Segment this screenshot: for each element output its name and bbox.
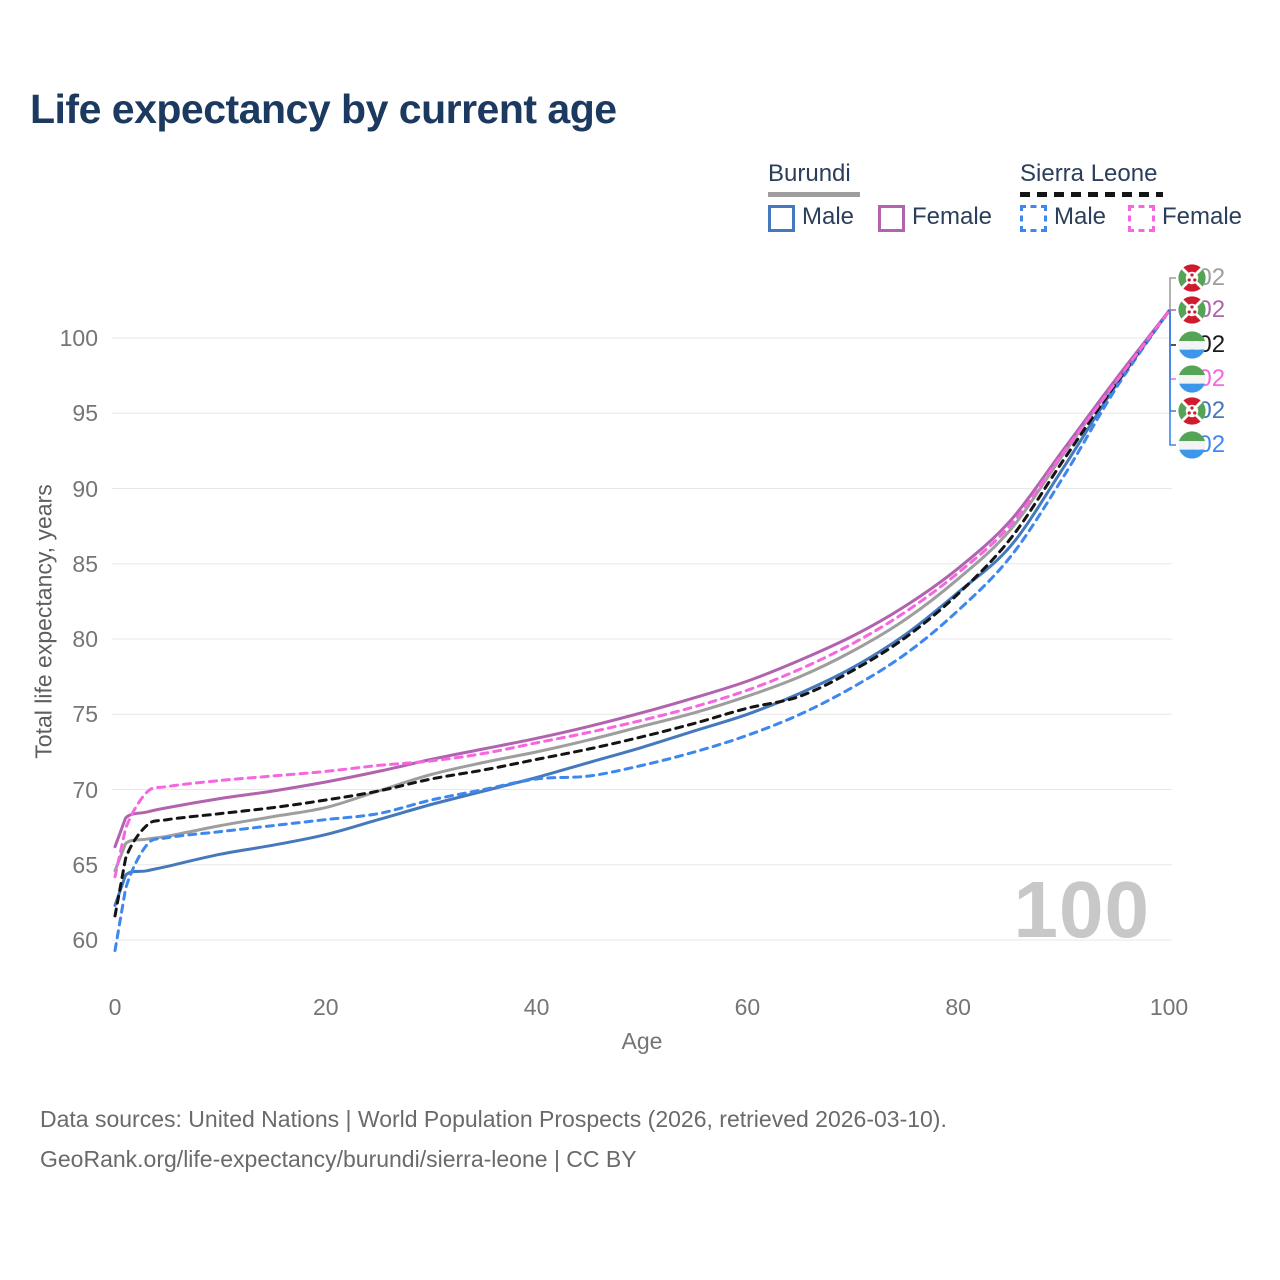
end-label-row-burundi-male: 102 (1178, 397, 1225, 425)
leader-line-burundi-both (1169, 277, 1176, 311)
end-label-row-sierra-leone-both: 102 (1178, 331, 1225, 359)
legend-swatch-burundi-female[interactable] (878, 205, 905, 232)
legend-label-burundi-female[interactable]: Female (912, 203, 993, 230)
y-tick-label-80: 80 (72, 626, 98, 652)
series-line-sierra-leone-both (113, 309, 1171, 918)
y-tick-label-65: 65 (72, 851, 98, 878)
sierra-leone-flag-icon (1178, 331, 1206, 359)
legend-swatch-burundi-male[interactable] (768, 205, 795, 232)
legend-swatch-sierra-leone-female[interactable] (1128, 205, 1155, 232)
burundi-flag-icon (1178, 264, 1206, 292)
series-line-burundi-both (113, 309, 1171, 873)
leader-line-burundi-male (1169, 310, 1176, 412)
leader-line-burundi-female (1169, 309, 1176, 311)
leader-line-sierra-leone-both (1169, 310, 1176, 346)
leader-line-sierra-leone-male (1169, 310, 1176, 446)
y-tick-label-95: 95 (72, 400, 98, 427)
end-label-row-burundi-female: 102 (1178, 296, 1225, 324)
y-tick-label-90: 90 (72, 475, 98, 502)
y-tick-label-100: 100 (59, 325, 98, 351)
legend-underline-burundi (768, 192, 860, 197)
end-label-row-burundi-both: 102 (1178, 264, 1225, 292)
series-line-sierra-leone-male (113, 309, 1171, 953)
legend-label-burundi-male[interactable]: Male (802, 203, 855, 230)
y-tick-label-60: 60 (72, 927, 98, 953)
x-tick-label-40: 40 (523, 994, 550, 1020)
legend-country-burundi: Burundi (768, 160, 851, 187)
end-label-row-sierra-leone-male: 102 (1178, 431, 1225, 459)
sierra-leone-flag-icon (1178, 365, 1206, 393)
legend-label-sierra-leone-female[interactable]: Female (1162, 203, 1243, 230)
x-axis-title: Age (621, 1028, 663, 1054)
attribution-note: GeoRank.org/life-expectancy/burundi/sier… (40, 1146, 637, 1172)
legend-country-sierra-leone: Sierra Leone (1020, 160, 1158, 187)
x-tick-label-100: 100 (1149, 994, 1189, 1020)
x-tick-label-80: 80 (945, 994, 971, 1020)
y-tick-label-70: 70 (72, 776, 98, 803)
burundi-flag-icon (1178, 397, 1206, 425)
legend-swatch-sierra-leone-male[interactable] (1020, 205, 1047, 232)
burundi-flag-icon (1178, 296, 1206, 324)
legend-underline-sierra-leone (1020, 192, 1163, 197)
page-title: Life expectancy by current age (30, 86, 617, 132)
data-sources-note: Data sources: United Nations | World Pop… (40, 1106, 947, 1132)
series-line-burundi-female (113, 309, 1171, 849)
sierra-leone-flag-icon (1178, 431, 1206, 459)
series-line-burundi-male (113, 309, 1171, 907)
legend-label-sierra-leone-male[interactable]: Male (1054, 203, 1107, 230)
x-tick-label-60: 60 (734, 994, 761, 1020)
end-label-row-sierra-leone-female: 102 (1178, 365, 1225, 393)
x-tick-label-20: 20 (313, 994, 339, 1020)
age-counter-watermark: 100 (1013, 865, 1150, 954)
x-tick-label-0: 0 (108, 994, 122, 1020)
series-line-sierra-leone-female (113, 309, 1171, 879)
y-tick-label-75: 75 (72, 701, 98, 728)
y-tick-label-85: 85 (72, 550, 98, 577)
